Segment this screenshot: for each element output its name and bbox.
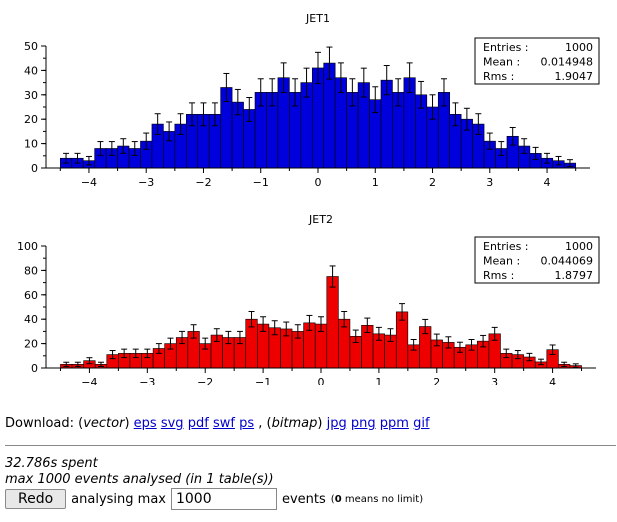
vector-label: vector (83, 416, 125, 431)
chart-title: JET2 (308, 213, 333, 226)
jet2-histogram: JET2 0 20 40 60 80 100 −4 −3 −2 −1 0 1 2 3 4 Entries : 10… (17, 213, 600, 385)
y-tick-label: 30 (24, 89, 38, 102)
divider (5, 445, 616, 446)
y-tick-label: 20 (24, 338, 38, 351)
x-tick-label: −1 (255, 376, 271, 385)
y-tick-label: 40 (24, 64, 38, 77)
link-png[interactable]: png (350, 416, 376, 431)
redo-button[interactable]: Redo (5, 489, 67, 509)
stats-entries-label: Entries : (483, 240, 529, 253)
x-tick-label: −4 (81, 376, 97, 385)
histogram-bar (326, 276, 339, 369)
time-spent: 32.786s spent (5, 456, 98, 471)
x-tick-label: 2 (433, 376, 440, 385)
bitmap-label: bitmap (271, 416, 318, 431)
x-tick-label: 3 (491, 376, 498, 385)
analysing-label: analysing max (71, 491, 166, 507)
no-limit-hint: (0 means no limit) (330, 493, 424, 505)
y-tick-label: 0 (31, 162, 38, 175)
link-ps[interactable]: ps (239, 416, 255, 431)
stats-mean-value: 0.014948 (541, 56, 594, 69)
stats-rms-value: 1.8797 (555, 269, 594, 282)
stats-rms-label: Rms : (483, 269, 514, 282)
stats-entries-label: Entries : (483, 41, 529, 54)
stats-rms-value: 1.9047 (555, 70, 594, 83)
y-tick-label: 10 (24, 138, 38, 151)
link-gif[interactable]: gif (413, 416, 430, 431)
controls-row: Redo analysing max events (0 means no li… (5, 488, 423, 510)
x-tick-label: 1 (372, 176, 379, 189)
link-svg[interactable]: svg (160, 416, 184, 431)
x-tick-label: −3 (138, 176, 154, 189)
x-tick-label: 3 (486, 176, 493, 189)
y-tick-label: 50 (24, 40, 38, 53)
stats-entries-value: 1000 (565, 41, 593, 54)
x-tick-label: 0 (315, 176, 322, 189)
chart-title: JET1 (305, 12, 330, 25)
stats-entries-value: 1000 (565, 240, 593, 253)
link-ppm[interactable]: ppm (379, 416, 409, 431)
x-tick-label: −2 (195, 176, 211, 189)
link-eps[interactable]: eps (133, 416, 157, 431)
stats-mean-value: 0.044069 (541, 255, 594, 268)
stats-box (474, 37, 600, 85)
x-tick-label: −4 (81, 176, 97, 189)
y-tick-label: 0 (31, 362, 38, 375)
jet1-histogram: JET1 0 10 20 30 40 50 −4 −3 −2 −1 0 1 2 3 4 Entries : 100… (24, 12, 600, 189)
x-tick-label: −2 (197, 376, 213, 385)
x-tick-label: −1 (253, 176, 269, 189)
x-tick-label: −3 (139, 376, 155, 385)
x-tick-label: 0 (318, 376, 325, 385)
x-tick-label: 4 (549, 376, 556, 385)
link-swf[interactable]: swf (212, 416, 235, 431)
link-jpg[interactable]: jpg (326, 416, 347, 431)
y-tick-label: 80 (24, 264, 38, 277)
x-tick-label: 4 (544, 176, 551, 189)
events-analysed: max 1000 events analysed (in 1 table(s)) (5, 472, 274, 487)
y-tick-label: 20 (24, 113, 38, 126)
y-tick-label: 40 (24, 313, 38, 326)
download-bar: Download: (vector) eps svg pdf swf ps , … (5, 416, 430, 431)
stats-box (474, 236, 600, 284)
events-label: events (281, 491, 326, 507)
stats-mean-label: Mean : (483, 56, 520, 69)
max-events-input[interactable] (170, 488, 277, 510)
download-label: Download: (5, 416, 74, 431)
y-tick-label: 100 (17, 240, 38, 253)
link-pdf[interactable]: pdf (187, 416, 209, 431)
y-tick-label: 60 (24, 289, 38, 302)
stats-mean-label: Mean : (483, 255, 520, 268)
x-tick-label: 2 (429, 176, 436, 189)
stats-rms-label: Rms : (483, 70, 514, 83)
x-tick-label: 1 (375, 376, 382, 385)
